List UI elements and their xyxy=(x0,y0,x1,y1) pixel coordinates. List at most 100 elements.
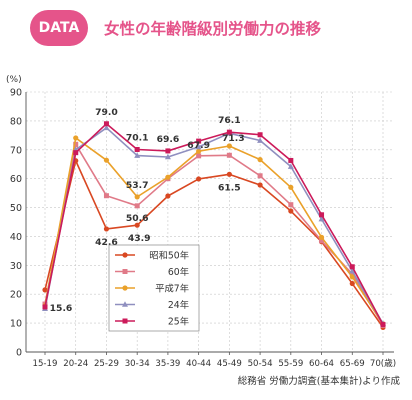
y-tick-label: 90 xyxy=(10,88,22,99)
data-point xyxy=(196,153,202,159)
data-point xyxy=(103,193,109,199)
data-point xyxy=(195,143,202,150)
data-point xyxy=(257,137,264,143)
series-4 xyxy=(42,121,386,328)
data-label: 69.6 xyxy=(157,134,180,145)
data-point xyxy=(103,121,109,127)
y-axis-label: (%) xyxy=(6,75,22,85)
data-point xyxy=(380,322,386,328)
x-tick-label: 70(歳) xyxy=(370,357,396,369)
data-point xyxy=(257,173,263,179)
data-point xyxy=(318,234,325,240)
data-point xyxy=(42,304,48,310)
data-point xyxy=(319,238,325,244)
x-tick-label: 65-69 xyxy=(340,359,365,369)
x-tick-label: 15-19 xyxy=(33,359,58,369)
data-label: 50.6 xyxy=(126,213,149,224)
series-2 xyxy=(42,135,386,327)
data-point xyxy=(257,182,263,188)
series-line xyxy=(44,143,384,326)
data-point xyxy=(134,146,140,152)
data-point xyxy=(196,176,202,182)
x-tick-label: 30-34 xyxy=(125,359,150,369)
legend-marker xyxy=(122,285,128,291)
data-point xyxy=(288,202,294,208)
x-tick-label: 55-59 xyxy=(278,359,303,369)
data-point xyxy=(349,271,355,277)
legend-label: 平成7年 xyxy=(155,283,189,295)
data-point xyxy=(73,141,79,147)
data-point xyxy=(349,267,356,274)
data-point xyxy=(134,222,140,228)
data-point xyxy=(73,135,79,141)
data-label: 43.9 xyxy=(128,233,151,244)
data-point xyxy=(73,150,79,156)
x-tick-label: 25-29 xyxy=(94,359,119,369)
y-tick-label: 10 xyxy=(10,319,22,330)
data-point xyxy=(226,152,232,158)
x-tick-label: 45-49 xyxy=(217,359,242,369)
series-line xyxy=(44,137,384,325)
data-point xyxy=(319,212,325,218)
header: DATA 女性の年齢階級別労働力の推移 xyxy=(0,0,412,60)
data-point xyxy=(165,148,171,154)
legend-label: 25年 xyxy=(168,316,189,328)
data-point xyxy=(257,132,263,138)
data-label: 76.1 xyxy=(218,115,241,126)
data-point xyxy=(196,148,202,154)
series-line xyxy=(44,127,384,325)
legend-marker xyxy=(122,301,128,307)
legend-marker xyxy=(122,252,128,258)
data-label: 70.1 xyxy=(126,132,149,143)
data-point xyxy=(165,174,171,180)
data-point xyxy=(103,157,110,163)
data-point xyxy=(288,184,294,190)
legend-label: 60年 xyxy=(168,266,189,278)
data-point xyxy=(196,138,202,144)
data-label: 71.3 xyxy=(222,133,245,144)
data-point xyxy=(318,215,325,222)
data-point xyxy=(134,203,140,209)
series-line xyxy=(44,122,384,325)
x-tick-label: 20-24 xyxy=(63,359,88,369)
series-line xyxy=(44,159,384,328)
y-tick-label: 60 xyxy=(10,174,22,185)
data-label: 53.7 xyxy=(126,180,149,191)
y-tick-label: 30 xyxy=(10,261,22,272)
data-point xyxy=(42,287,48,293)
data-point xyxy=(164,153,171,160)
data-label: 15.6 xyxy=(50,303,73,314)
data-badge: DATA xyxy=(30,10,88,46)
legend-label: 昭和50年 xyxy=(149,250,189,262)
data-point xyxy=(288,157,294,163)
data-point xyxy=(103,226,110,232)
x-tick-label: 50-54 xyxy=(248,359,273,369)
x-tick-label: 35-39 xyxy=(155,359,180,369)
legend-marker xyxy=(122,318,128,324)
data-point xyxy=(226,129,232,135)
data-point xyxy=(165,193,171,199)
data-point xyxy=(349,274,355,280)
data-point xyxy=(349,264,355,270)
data-point xyxy=(349,280,355,287)
data-point xyxy=(288,208,294,214)
data-label: 42.6 xyxy=(95,237,118,248)
data-point xyxy=(226,171,232,177)
y-tick-label: 0 xyxy=(16,348,22,359)
data-label: 61.5 xyxy=(218,182,241,193)
y-tick-label: 70 xyxy=(10,145,22,156)
data-point xyxy=(103,124,110,131)
legend-label: 24年 xyxy=(168,299,189,311)
legend-marker xyxy=(122,269,128,274)
y-tick-label: 50 xyxy=(10,203,22,214)
data-point xyxy=(226,143,232,149)
y-tick-label: 40 xyxy=(10,232,22,243)
data-point xyxy=(134,152,141,158)
data-point xyxy=(257,157,263,163)
x-tick-label: 40-44 xyxy=(186,359,211,369)
plot-area xyxy=(26,92,394,352)
data-point xyxy=(287,163,294,169)
x-tick-label: 60-64 xyxy=(309,359,334,369)
